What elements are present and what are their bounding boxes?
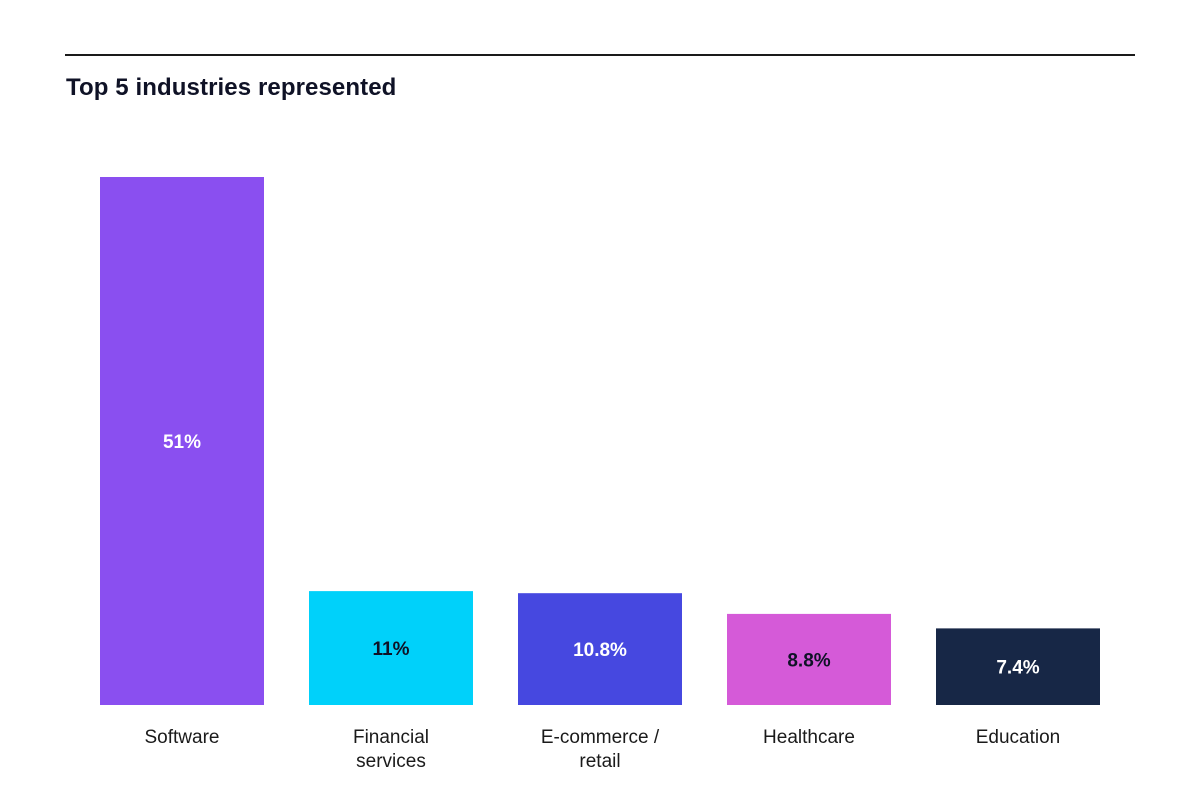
bar-value-label-3: 8.8% (787, 650, 830, 671)
category-label-3: Healthcare (763, 727, 855, 748)
category-label-1: Financial services (353, 727, 429, 772)
chart-title: Top 5 industries represented (66, 74, 397, 101)
bar-value-label-4: 7.4% (996, 658, 1039, 679)
bar-value-label-1: 11% (373, 639, 410, 660)
bar-1 (309, 591, 473, 705)
bar-value-label-2: 10.8% (573, 640, 627, 661)
category-label-4: Education (976, 727, 1061, 748)
bar-value-label-0: 51% (163, 432, 201, 453)
category-label-0: Software (145, 727, 220, 748)
bar-2 (518, 593, 682, 705)
top-rule (65, 54, 1135, 56)
bar-0 (100, 177, 264, 705)
bar-4 (936, 628, 1100, 705)
category-label-2: E-commerce / retail (541, 727, 660, 772)
bar-3 (727, 613, 891, 705)
